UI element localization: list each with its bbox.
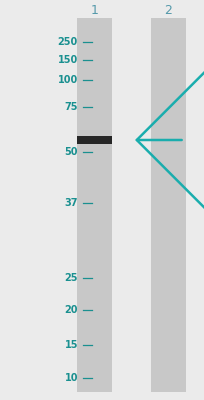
Text: 150: 150 (58, 55, 78, 65)
Bar (150, 18, 185, 392)
Text: 15: 15 (64, 340, 78, 350)
Text: 20: 20 (64, 305, 78, 315)
Text: 25: 25 (64, 273, 78, 283)
Text: 1: 1 (90, 4, 98, 16)
Bar (76, 136, 111, 144)
Text: 10: 10 (64, 373, 78, 383)
Text: 75: 75 (64, 102, 78, 112)
Text: 100: 100 (58, 75, 78, 85)
Text: 37: 37 (64, 198, 78, 208)
Text: 50: 50 (64, 147, 78, 157)
Text: 250: 250 (58, 37, 78, 47)
Bar (76, 18, 111, 392)
Text: 2: 2 (163, 4, 171, 16)
